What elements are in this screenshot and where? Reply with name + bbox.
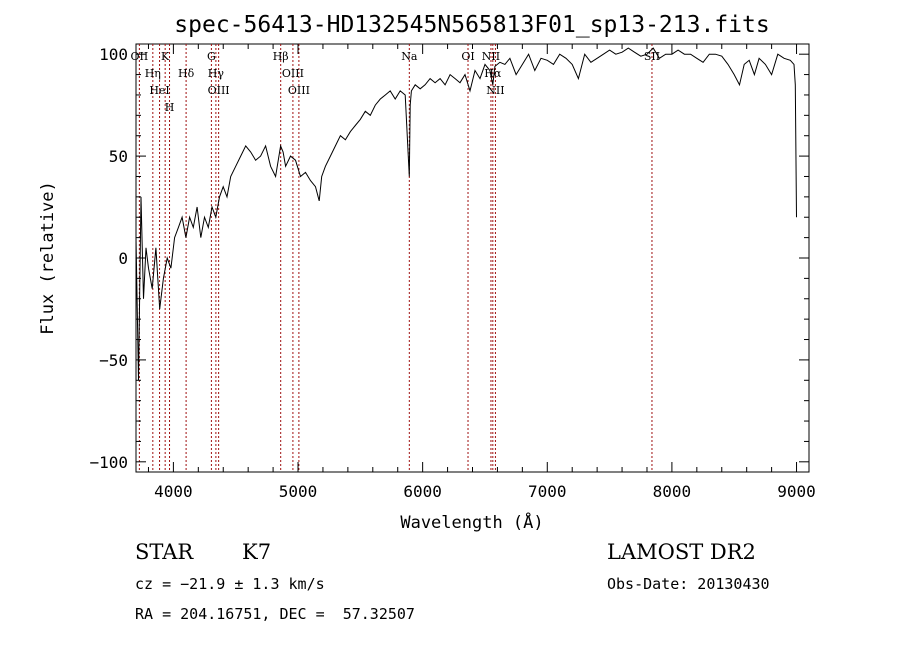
redshift-readout: cz = −21.9 ± 1.3 km/s — [135, 575, 325, 593]
line-label-16: NII — [486, 84, 504, 97]
y-tick-label-1: −50 — [99, 351, 128, 370]
line-label-0: OII — [131, 50, 149, 63]
x-axis-label: Wavelength (Å) — [400, 511, 543, 533]
y-tick-label-2: 0 — [118, 249, 128, 268]
x-tick-label-3: 7000 — [528, 482, 567, 501]
y-tick-label-0: −100 — [89, 453, 128, 472]
line-label-5: Hδ — [178, 67, 195, 80]
object-class: STAR — [135, 540, 194, 564]
coordinates-readout: RA = 204.16751, DEC = 57.32507 — [135, 605, 415, 623]
line-label-1: Hη — [145, 67, 161, 80]
y-axis-ticks: −100 −50 0 50 100 — [89, 45, 809, 472]
line-label-2: HeI — [149, 84, 169, 97]
line-label-6: G — [207, 50, 216, 63]
x-tick-label-2: 6000 — [403, 482, 442, 501]
x-tick-label-1: 5000 — [279, 482, 318, 501]
plot-frame — [135, 43, 810, 473]
chart-title: spec-56413-HD132545N565813F01_sp13-213.f… — [174, 12, 769, 38]
x-tick-label-5: 9000 — [777, 482, 816, 501]
line-label-10: OIII — [282, 67, 304, 80]
x-tick-label-4: 8000 — [653, 482, 692, 501]
line-label-15: Hα — [484, 67, 502, 80]
x-tick-label-0: 4000 — [154, 482, 193, 501]
y-tick-label-3: 50 — [109, 147, 128, 166]
line-label-8: OIII — [208, 84, 230, 97]
spectrum-line — [135, 47, 797, 381]
x-axis-ticks: 4000 5000 6000 7000 8000 9000 — [147, 44, 816, 501]
emission-line-labels: OII Hη HeI K H Hδ G Hγ OIII Hβ OIII OIII Na OI NII Hα NI… — [131, 50, 661, 114]
survey-name: LAMOST DR2 — [607, 540, 756, 564]
line-label-11: OIII — [288, 84, 310, 97]
emission-line-markers — [138, 44, 653, 472]
observation-date: Obs-Date: 20130430 — [607, 575, 770, 593]
line-label-7: Hγ — [208, 67, 225, 80]
object-subclass: K7 — [242, 540, 271, 564]
line-label-3: K — [161, 50, 170, 63]
line-label-4: H — [165, 101, 175, 114]
line-label-12: Na — [401, 50, 418, 63]
line-label-17: SII — [644, 50, 660, 63]
line-label-13: OI — [461, 50, 474, 63]
line-label-9: Hβ — [273, 50, 289, 63]
y-axis-label: Flux (relative) — [38, 181, 58, 335]
line-label-14: NII — [482, 50, 500, 63]
y-tick-label-4: 100 — [99, 45, 128, 64]
